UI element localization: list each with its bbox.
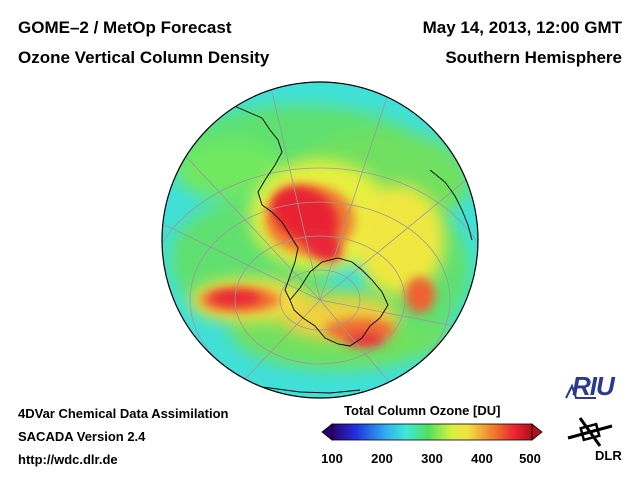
ozone-red-south-arm — [345, 333, 385, 347]
coast-antarctica — [289, 257, 389, 347]
coast-south-america — [212, 92, 299, 301]
colorbar-max-arrow — [531, 423, 543, 441]
ozone-orange-east-spot — [405, 277, 435, 313]
globe-outline — [161, 81, 479, 399]
dlr-logo: DLR — [595, 448, 622, 463]
colorbar-tick-label: 200 — [371, 451, 393, 466]
colorbar-gradient — [331, 423, 533, 441]
ozone-green-band-nw — [175, 140, 285, 200]
colorbar-tick-label: 100 — [321, 451, 343, 466]
footer-url[interactable]: http://wdc.dlr.de — [18, 452, 118, 467]
footer-method: 4DVar Chemical Data Assimilation — [18, 406, 229, 421]
title-datetime: May 14, 2013, 12:00 GMT — [422, 18, 622, 37]
colorbar-tick-label: 300 — [421, 451, 443, 466]
dlr-logo-mark — [567, 417, 613, 447]
colorbar-title: Total Column Ozone [DU] — [344, 403, 501, 418]
riu-logo: RIU — [572, 371, 615, 401]
colorbar-min-arrow — [321, 423, 333, 441]
title-quantity: Ozone Vertical Column Density — [18, 48, 270, 67]
colorbar — [321, 423, 543, 441]
title-hemisphere: Southern Hemisphere — [445, 48, 622, 67]
title-product: GOME–2 / MetOp Forecast — [18, 18, 232, 37]
colorbar-tick-label: 400 — [471, 451, 493, 466]
riu-logo-mark — [565, 383, 596, 399]
footer-version: SACADA Version 2.4 — [18, 429, 146, 444]
colorbar-tick-label: 500 — [519, 451, 541, 466]
coast-africa — [429, 169, 473, 241]
